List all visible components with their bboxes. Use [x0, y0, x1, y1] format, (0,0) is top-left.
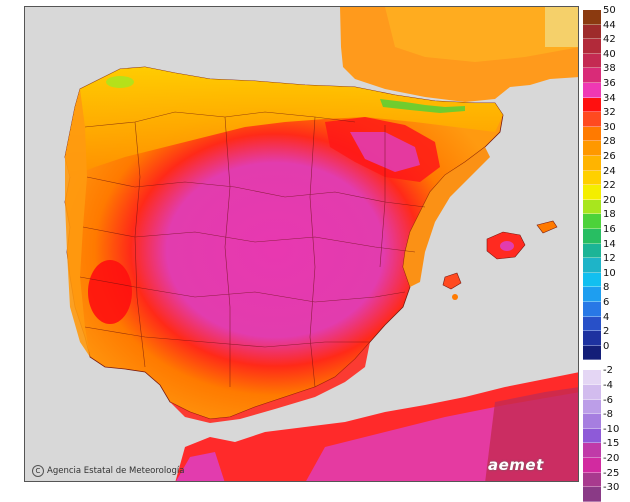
portugal-coast: [65, 89, 90, 357]
legend-label: 32: [603, 107, 616, 119]
west-hot: [88, 260, 132, 324]
legend-label: 14: [603, 238, 616, 250]
legend-swatch: [583, 428, 601, 444]
legend-label: 34: [603, 92, 616, 104]
formentera: [452, 294, 458, 300]
legend-label: -10: [603, 423, 620, 435]
legend-label: 38: [603, 63, 616, 75]
legend-label: -30: [603, 482, 620, 494]
legend-swatch: [583, 185, 601, 200]
legend-label: 42: [603, 34, 616, 46]
credit-text: Agencia Estatal de Meteorología: [47, 466, 185, 476]
legend-label: 50: [603, 5, 616, 16]
legend-swatch: [583, 53, 601, 69]
legend-label: -2: [603, 365, 613, 377]
temperature-map: [24, 6, 579, 482]
legend-swatch: [583, 399, 601, 415]
legend-label: 30: [603, 121, 616, 133]
legend-swatch: [583, 141, 601, 156]
legend-label: 24: [603, 165, 616, 177]
legend-swatch: [583, 199, 601, 215]
legend-label: -4: [603, 380, 613, 391]
legend-label: 22: [603, 180, 616, 192]
legend-swatch: [583, 258, 601, 273]
legend-swatch: [583, 126, 601, 142]
legend-swatch: [583, 156, 601, 171]
legend-label: 16: [603, 224, 616, 235]
legend-swatch: [583, 302, 601, 317]
legend-swatch: [583, 272, 601, 288]
legend-swatch: [583, 287, 601, 302]
legend-label: 28: [603, 136, 616, 148]
credit-line: C Agencia Estatal de Meteorología: [32, 465, 184, 477]
north-band: [65, 67, 503, 177]
legend-label: 0: [603, 340, 610, 352]
temperature-legend: 50 44 42 40 38 36 34 32 30 28 26 24 22 20 18 16 14 12 10 8 6…: [583, 6, 629, 502]
cantabria-green: [106, 76, 134, 88]
legend-label: 8: [603, 282, 610, 294]
mallorca-core: [500, 241, 514, 251]
legend-swatch: [583, 112, 601, 127]
africa-west: [176, 452, 225, 481]
legend-swatch: [583, 10, 601, 25]
legend-label: -25: [603, 467, 620, 479]
legend-label: 26: [603, 151, 616, 162]
legend-swatch: [583, 331, 601, 346]
legend-label: 12: [603, 253, 616, 265]
legend-swatch: [583, 170, 601, 186]
legend-label: 44: [603, 19, 616, 31]
legend-label: 36: [603, 78, 616, 89]
legend-label: 20: [603, 194, 616, 206]
legend-swatch: [583, 472, 601, 488]
legend-swatch: [583, 414, 601, 429]
legend-label: 2: [603, 326, 610, 338]
legend-swatch: [583, 458, 601, 473]
legend-label: 18: [603, 209, 616, 221]
legend-swatch: [583, 24, 601, 40]
pyrenees-green: [380, 99, 465, 113]
legend-swatch: [583, 345, 601, 361]
legend-swatch: [583, 385, 601, 400]
legend-swatch: [583, 214, 601, 229]
ibiza: [442, 272, 462, 290]
legend-label: -20: [603, 453, 620, 464]
legend-swatch: [583, 68, 601, 83]
copyright-icon: C: [32, 465, 44, 477]
legend-swatch: [583, 83, 601, 98]
legend-label: 6: [603, 297, 610, 308]
aemet-logo: aemet: [488, 456, 544, 474]
menorca: [536, 220, 558, 234]
legend-label: -8: [603, 409, 613, 421]
admin-borders: [79, 111, 426, 388]
legend-swatch: [583, 316, 601, 332]
legend-swatch: [583, 443, 601, 458]
legend-swatch: [583, 39, 601, 54]
france-interior: [385, 7, 578, 62]
south-coast: [170, 342, 370, 423]
legend-swatch: [583, 370, 601, 385]
east-coast: [403, 147, 490, 287]
legend-swatch: [583, 243, 601, 259]
legend-label: -6: [603, 394, 613, 406]
africa-hot: [485, 387, 578, 481]
legend-label: 4: [603, 311, 610, 323]
france-east-pale: [545, 7, 578, 47]
legend-label: -15: [603, 438, 620, 450]
legend-swatch: [583, 97, 601, 113]
legend-swatch: [583, 229, 601, 244]
legend-label: 40: [603, 48, 616, 60]
legend-label: 10: [603, 267, 616, 279]
